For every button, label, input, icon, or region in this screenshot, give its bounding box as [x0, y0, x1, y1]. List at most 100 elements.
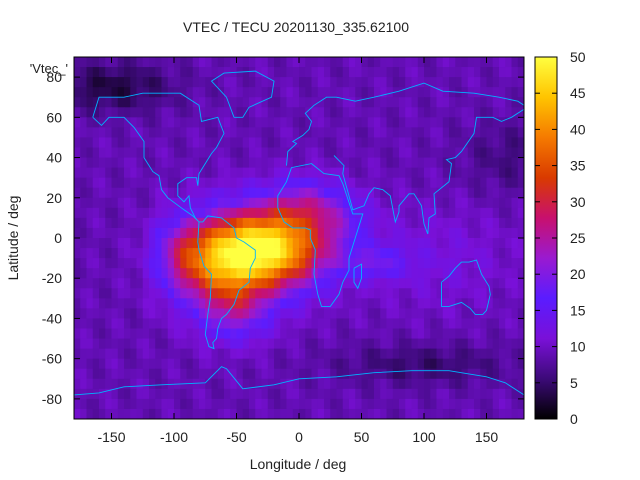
heatmap-cell [299, 87, 306, 98]
heatmap-cell [130, 97, 137, 108]
heatmap-cell [74, 288, 81, 299]
heatmap-cell [411, 328, 419, 340]
heatmap-cell [317, 197, 325, 209]
heatmap-cell [349, 308, 356, 319]
heatmap-cell [242, 157, 250, 169]
heatmap-cell [211, 97, 219, 108]
heatmap-cell [117, 127, 125, 138]
heatmap-cell [486, 107, 494, 118]
heatmap-cell [174, 217, 181, 229]
heatmap-cell [349, 348, 356, 360]
heatmap-cell [411, 238, 419, 249]
heatmap-cell [311, 127, 319, 138]
heatmap-cell [255, 378, 262, 390]
heatmap-cell [80, 147, 87, 159]
heatmap-cell [349, 258, 356, 269]
heatmap-cell [411, 258, 419, 269]
heatmap-cell [374, 207, 381, 219]
heatmap-cell [417, 368, 425, 380]
heatmap-cell [486, 308, 494, 319]
heatmap-cell [267, 288, 275, 299]
heatmap-cell [99, 388, 106, 400]
heatmap-cell [136, 117, 144, 128]
heatmap-cell [142, 358, 150, 370]
heatmap-cell [167, 268, 175, 279]
heatmap-cell [242, 177, 250, 189]
heatmap-cell [111, 57, 119, 68]
heatmap-cell [461, 368, 469, 380]
heatmap-cell [392, 177, 400, 189]
heatmap-cell [274, 207, 281, 219]
heatmap-cell [174, 67, 181, 78]
heatmap-cell [411, 308, 419, 319]
heatmap-cell [361, 227, 369, 239]
heatmap-cell [467, 408, 475, 420]
heatmap-cell [336, 388, 344, 400]
heatmap-cell [86, 107, 94, 118]
heatmap-cell [405, 147, 412, 159]
heatmap-cell [436, 167, 444, 179]
heatmap-cell [230, 318, 237, 329]
heatmap-cell [280, 227, 287, 239]
heatmap-cell [517, 338, 525, 350]
heatmap-cell [74, 97, 81, 108]
heatmap-cell [499, 358, 506, 370]
heatmap-cell [486, 77, 494, 88]
heatmap-cell [92, 328, 100, 340]
heatmap-cell [424, 67, 431, 78]
heatmap-cell [99, 328, 106, 340]
heatmap-cell [124, 348, 131, 360]
heatmap-cell [267, 348, 275, 360]
heatmap-cell [80, 238, 87, 249]
heatmap-cell [130, 258, 137, 269]
heatmap-cell [317, 298, 325, 309]
heatmap-cell [136, 67, 144, 78]
heatmap-cell [80, 217, 87, 229]
heatmap-cell [211, 408, 219, 420]
heatmap-cell [317, 348, 325, 360]
heatmap-cell [342, 197, 350, 209]
heatmap-cell [367, 107, 375, 118]
heatmap-cell [117, 197, 125, 209]
heatmap-cell [461, 67, 469, 78]
heatmap-cell [324, 217, 331, 229]
heatmap-cell [374, 338, 381, 350]
heatmap-cell [386, 67, 394, 78]
heatmap-cell [461, 227, 469, 239]
heatmap-cell [261, 388, 269, 400]
heatmap-cell [374, 227, 381, 239]
heatmap-cell [442, 298, 450, 309]
heatmap-cell [111, 137, 119, 148]
heatmap-cell [149, 77, 156, 88]
heatmap-cell [386, 308, 394, 319]
heatmap-cell [186, 368, 194, 380]
heatmap-cell [392, 408, 400, 420]
heatmap-cell [142, 77, 150, 88]
heatmap-cell [324, 77, 331, 88]
heatmap-cell [92, 87, 100, 98]
heatmap-cell [142, 167, 150, 179]
heatmap-cell [517, 187, 525, 199]
heatmap-cell [499, 117, 506, 128]
heatmap-cell [436, 338, 444, 350]
heatmap-cell [467, 288, 475, 299]
heatmap-cell [155, 97, 162, 108]
heatmap-cell [342, 338, 350, 350]
heatmap-cell [417, 258, 425, 269]
heatmap-cell [161, 187, 169, 199]
heatmap-cell [161, 207, 169, 219]
heatmap-cell [405, 137, 412, 148]
heatmap-cell [492, 328, 500, 340]
heatmap-cell [330, 87, 337, 98]
heatmap-cell [374, 217, 381, 229]
heatmap-cell [261, 167, 269, 179]
heatmap-cell [449, 97, 456, 108]
heatmap-cell [274, 238, 281, 249]
heatmap-cell [142, 238, 150, 249]
heatmap-cell [280, 378, 287, 390]
heatmap-cell [242, 268, 250, 279]
heatmap-cell [480, 77, 487, 88]
heatmap-cell [99, 217, 106, 229]
heatmap-cell [330, 207, 337, 219]
